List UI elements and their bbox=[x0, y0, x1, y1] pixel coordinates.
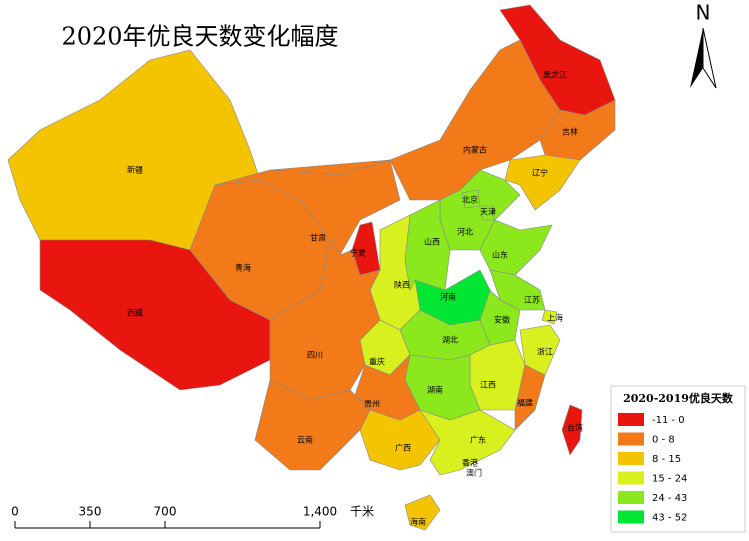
province-label: 辽宁 bbox=[532, 168, 548, 178]
scale-label: 350 bbox=[79, 505, 102, 519]
province-label: 安徽 bbox=[494, 315, 510, 325]
north-label: N bbox=[696, 1, 711, 25]
province bbox=[404, 494, 441, 531]
provinces bbox=[7, 4, 616, 531]
province-label: 西藏 bbox=[127, 308, 143, 318]
province-label: 贵州 bbox=[364, 399, 380, 409]
scale-unit: 千米 bbox=[350, 505, 374, 519]
province-label: 江苏 bbox=[524, 295, 540, 305]
province-label: 山东 bbox=[492, 250, 508, 260]
province-label: 浙江 bbox=[537, 347, 553, 357]
province bbox=[561, 404, 583, 456]
legend-swatch bbox=[618, 471, 644, 485]
legend-label: 8 - 15 bbox=[652, 454, 681, 465]
province bbox=[499, 4, 616, 116]
legend-label: -11 - 0 bbox=[652, 415, 685, 426]
province bbox=[504, 154, 581, 211]
province-label: 广东 bbox=[470, 435, 486, 445]
province-label: 甘肃 bbox=[310, 233, 326, 243]
province bbox=[479, 219, 553, 276]
province-label: 河南 bbox=[440, 292, 456, 302]
province-label: 河北 bbox=[457, 227, 473, 237]
province-label: 吉林 bbox=[562, 127, 578, 137]
province-label: 重庆 bbox=[369, 357, 385, 367]
scale-label: 1,400 bbox=[303, 505, 337, 519]
province-label: 内蒙古 bbox=[463, 145, 487, 155]
province-label: 北京 bbox=[462, 195, 478, 205]
province bbox=[254, 379, 371, 471]
province-label: 云南 bbox=[297, 435, 313, 445]
legend-swatch bbox=[618, 413, 644, 426]
province-label: 天津 bbox=[480, 207, 496, 217]
province-label: 福建 bbox=[517, 398, 533, 408]
province-label: 广西 bbox=[395, 443, 411, 453]
province bbox=[461, 189, 481, 209]
province-label: 黑龙江 bbox=[543, 70, 567, 80]
legend-swatch bbox=[618, 432, 644, 446]
province bbox=[541, 309, 558, 325]
province-label: 青海 bbox=[235, 263, 251, 273]
scale-label: 0 bbox=[11, 505, 19, 519]
province-label: 四川 bbox=[307, 351, 323, 360]
legend-label: 43 - 52 bbox=[652, 513, 687, 524]
legend-swatch bbox=[618, 452, 644, 465]
province-label: 山西 bbox=[424, 237, 440, 247]
province bbox=[514, 364, 546, 431]
province-label: 江西 bbox=[480, 381, 496, 390]
north-arrow: N bbox=[690, 1, 717, 89]
province-label: 陕西 bbox=[394, 280, 410, 290]
province-label: 湖北 bbox=[442, 336, 458, 345]
province bbox=[519, 324, 561, 376]
province-label: 台湾 bbox=[567, 423, 583, 433]
province-label: 湖南 bbox=[427, 385, 443, 395]
legend-label: 0 - 8 bbox=[652, 435, 675, 446]
province-label: 新疆 bbox=[127, 165, 143, 175]
province-label: 宁夏 bbox=[350, 248, 366, 258]
city-label: 澳门 bbox=[466, 468, 482, 478]
city-label: 香港 bbox=[462, 458, 478, 468]
legend-label: 24 - 43 bbox=[652, 493, 687, 504]
map-title: 2020年优良天数变化幅度 bbox=[61, 23, 338, 51]
north-arrow-right bbox=[702, 27, 717, 89]
province bbox=[481, 205, 495, 221]
legend-title: 2020-2019优良天数 bbox=[623, 391, 734, 405]
province bbox=[419, 409, 516, 476]
province-label: 海南 bbox=[410, 517, 426, 527]
province bbox=[539, 99, 616, 161]
north-arrow-left bbox=[690, 28, 703, 88]
legend-label: 15 - 24 bbox=[652, 474, 687, 485]
scale-label: 700 bbox=[154, 505, 177, 519]
legend-swatch bbox=[618, 491, 644, 504]
province-label: 上海 bbox=[547, 313, 563, 323]
legend-swatch bbox=[618, 510, 644, 524]
